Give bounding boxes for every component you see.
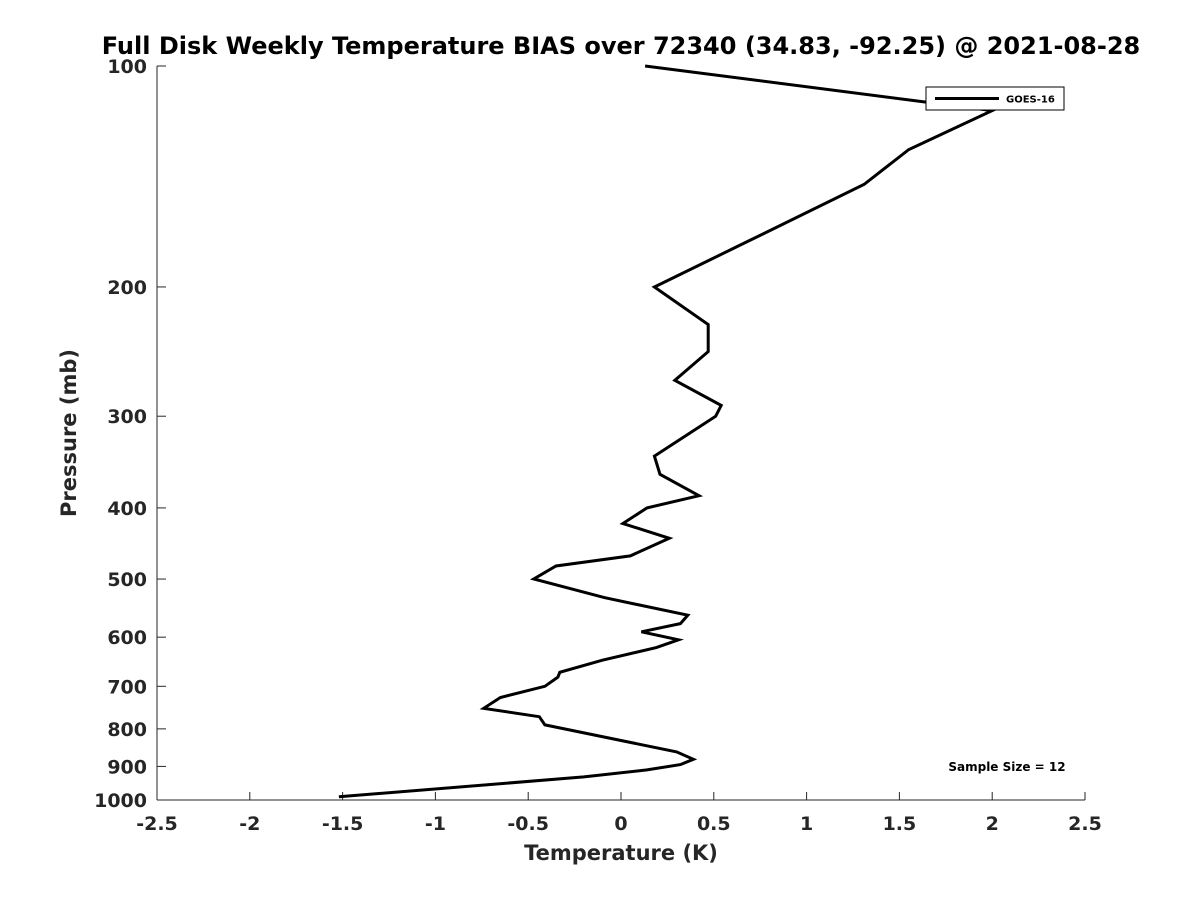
x-tick-label: 0 <box>614 813 627 835</box>
x-tick-label: -1.5 <box>322 813 364 835</box>
y-axis-label: Pressure (mb) <box>57 349 81 517</box>
series-line-goes-16 <box>338 64 998 799</box>
y-tick-label: 1000 <box>94 790 147 812</box>
y-tick-label: 300 <box>107 406 147 428</box>
chart-title: Full Disk Weekly Temperature BIAS over 7… <box>102 32 1141 60</box>
x-tick-label: -0.5 <box>507 813 549 835</box>
legend-entry-goes-16: GOES-16 <box>1006 95 1055 106</box>
x-tick-label: -2.5 <box>136 813 178 835</box>
x-tick-label: 1.5 <box>883 813 917 835</box>
x-tick-label: 0.5 <box>697 813 731 835</box>
y-tick-label: 500 <box>107 569 147 591</box>
series-layer <box>338 64 998 799</box>
y-tick-label: 800 <box>107 719 147 741</box>
y-tick-label: 100 <box>107 56 147 78</box>
axes <box>156 66 1085 801</box>
y-axis-ticks: 100 200 300 400 500 600 700 800 900 1000 <box>94 56 166 812</box>
y-tick-label: 700 <box>107 676 147 698</box>
x-axis-label: Temperature (K) <box>524 841 718 865</box>
x-tick-label: 1 <box>800 813 813 835</box>
y-tick-label: 600 <box>107 627 147 649</box>
sample-size-annotation: Sample Size = 12 <box>948 760 1065 774</box>
y-tick-label: 200 <box>107 277 147 299</box>
x-tick-label: 2.5 <box>1068 813 1102 835</box>
legend: GOES-16 <box>925 86 1065 111</box>
y-tick-label: 900 <box>107 756 147 778</box>
x-tick-label: 2 <box>986 813 999 835</box>
x-tick-label: -1 <box>425 813 446 835</box>
x-tick-label: -2 <box>239 813 260 835</box>
x-axis-ticks: -2.5 -2 -1.5 -1 -0.5 0 0.5 1 1.5 2 2.5 <box>136 792 1102 835</box>
y-tick-label: 400 <box>107 498 147 520</box>
